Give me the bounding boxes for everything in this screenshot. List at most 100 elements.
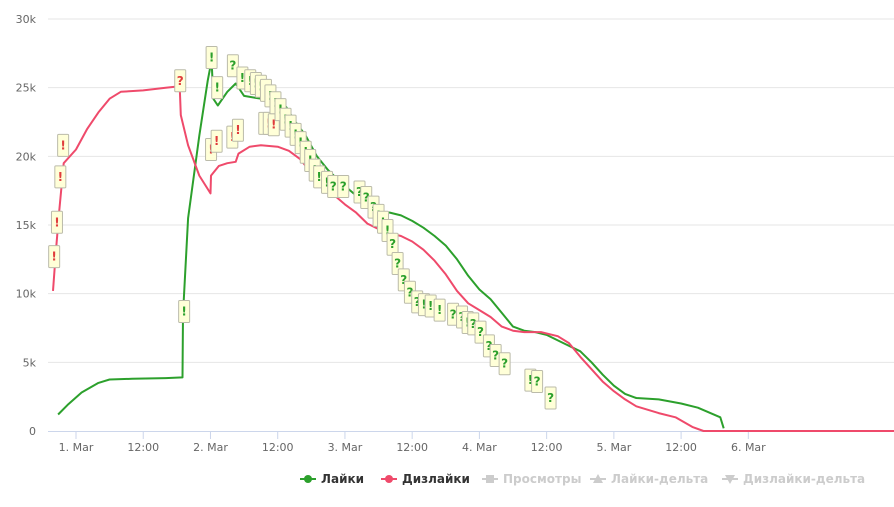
y-tick-label: 30k (16, 13, 37, 26)
flag-label: ? (547, 391, 554, 405)
flag-label: ! (60, 138, 65, 152)
flag-label: ! (51, 250, 56, 264)
y-tick-label: 10k (16, 288, 37, 301)
flag-marker[interactable]: ? (327, 175, 340, 199)
gridlines (48, 18, 894, 363)
flag-box (174, 69, 187, 93)
flag-label: ? (414, 295, 421, 309)
flag-marker[interactable]: ? (498, 352, 511, 376)
x-tick-label: 12:00 (127, 441, 159, 454)
x-tick-label: 12:00 (262, 441, 294, 454)
y-tick-label: 15k (16, 219, 37, 232)
flag-label: ! (181, 305, 186, 319)
flag-marker[interactable]: ! (205, 45, 218, 69)
legend-item-1[interactable]: Дизлайки (381, 472, 470, 486)
flag-label: ! (214, 81, 219, 95)
flag-box (498, 352, 511, 376)
flag-label: ! (421, 298, 426, 312)
x-tick-label: 12:00 (531, 441, 563, 454)
flag-box (205, 45, 218, 69)
flag-label: ? (400, 273, 407, 287)
flag-label: ? (394, 256, 401, 270)
flag-label: ! (324, 175, 329, 189)
x-tick-label: 12:00 (665, 441, 697, 454)
flag-marker[interactable]: ? (544, 386, 557, 410)
legend-item-0[interactable]: Лайки (300, 472, 364, 486)
flag-label: ! (54, 215, 59, 229)
flag-label: ? (492, 348, 499, 362)
flag-box (337, 175, 350, 199)
flag-box (544, 386, 557, 410)
y-tick-label: 5k (23, 356, 37, 369)
flag-marker[interactable]: ? (386, 232, 399, 256)
x-tick-label: 5. Mar (596, 441, 631, 454)
legend-label: Лайки (321, 472, 364, 486)
flag-box (50, 210, 63, 234)
flag-marker[interactable]: ? (174, 69, 187, 93)
flag-marker[interactable]: ! (424, 294, 437, 318)
flag-label: ! (271, 118, 276, 132)
flag-marker[interactable]: ? (489, 343, 502, 367)
flag-box (210, 129, 223, 153)
flag-marker[interactable]: ! (211, 76, 224, 100)
flag-marker[interactable]: ? (531, 370, 544, 394)
flag-marker[interactable]: ! (231, 118, 244, 142)
legend: Лайки Дизлайки Просмотры Лайки-дельта Дизлай… (300, 472, 865, 486)
flag-label: ? (389, 237, 396, 251)
legend-label: Дизлайки (402, 472, 470, 486)
flag-label: ? (177, 74, 184, 88)
flag-label: ? (340, 180, 347, 194)
flag-label: ? (406, 285, 413, 299)
flag-label: ? (450, 307, 457, 321)
legend-label: Лайки-дельта (611, 472, 708, 486)
flag-label: ? (229, 59, 236, 73)
flag-label: ! (240, 71, 245, 85)
flag-box (48, 245, 61, 269)
y-tick-label: 25k (16, 82, 37, 95)
flag-box (54, 165, 67, 189)
flag-label: ! (209, 50, 214, 64)
flag-label: ! (316, 170, 321, 184)
flag-box (226, 54, 239, 78)
flag-box (178, 300, 191, 324)
legend-item-3[interactable]: Лайки-дельта (590, 472, 708, 486)
legend-marker (486, 475, 494, 483)
x-axis: 1. Mar 12:00 2. Mar 12:00 3. Mar 12:00 4. Mar 1… (48, 431, 894, 454)
x-tick-label: 12:00 (396, 441, 428, 454)
flag-marker[interactable]: ! (57, 133, 70, 157)
legend-marker (725, 475, 735, 484)
flag-label: ? (534, 375, 541, 389)
flag-marker[interactable]: ! (210, 129, 223, 153)
x-tick-label: 1. Mar (59, 441, 94, 454)
flag-label: ! (214, 134, 219, 148)
flag-marker[interactable]: ? (337, 175, 350, 199)
legend-marker (593, 474, 603, 483)
flag-marker[interactable]: ! (54, 165, 67, 189)
x-tick-label: 2. Mar (193, 441, 228, 454)
flag-label: ? (470, 317, 477, 331)
flag-label: ? (363, 191, 370, 205)
series-line-1 (52, 85, 894, 432)
legend-marker (304, 475, 312, 483)
legend-item-4[interactable]: Дизлайки-дельта (722, 472, 865, 486)
x-tick-label: 6. Mar (731, 441, 766, 454)
flag-marker[interactable]: ? (226, 54, 239, 78)
y-axis: 0 5k 10k 15k 20k 25k 30k (16, 13, 37, 438)
legend-item-2[interactable]: Просмотры (482, 472, 581, 486)
flag-label: ! (437, 303, 442, 317)
flag-marker[interactable]: ! (48, 245, 61, 269)
flag-label: ? (501, 357, 508, 371)
flag-marker[interactable]: ! (433, 298, 446, 322)
flag-label: ? (330, 180, 337, 194)
flag-box (433, 298, 446, 322)
y-tick-label: 20k (16, 150, 37, 163)
legend-label: Дизлайки-дельта (743, 472, 865, 486)
flag-box (531, 370, 544, 394)
flag-marker[interactable]: ! (178, 300, 191, 324)
flag-label: ! (58, 170, 63, 184)
flag-marker[interactable]: ! (50, 210, 63, 234)
flag-box (231, 118, 244, 142)
y-tick-label: 0 (29, 425, 36, 438)
